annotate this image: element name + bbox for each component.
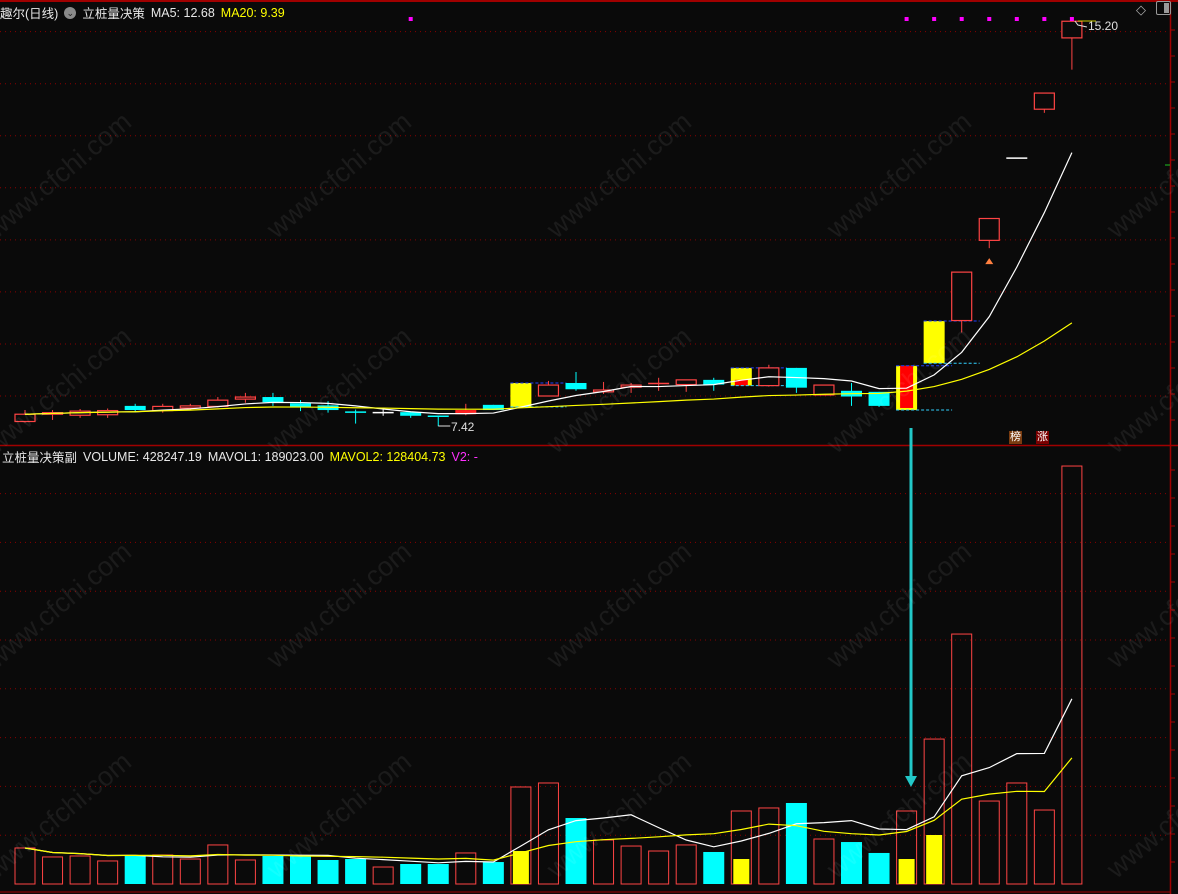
highlight-candle bbox=[510, 382, 532, 407]
candle-body bbox=[234, 396, 256, 400]
volume-highlight-bar bbox=[926, 835, 943, 884]
volume-bar bbox=[234, 859, 256, 885]
volume-bar bbox=[593, 839, 615, 885]
signal-dot bbox=[1014, 17, 1019, 21]
signal-dot bbox=[1042, 17, 1047, 21]
volume-bar bbox=[427, 863, 449, 884]
diamond-icon[interactable]: ◇ bbox=[1136, 2, 1146, 17]
volume-bar bbox=[372, 866, 394, 885]
candle-body bbox=[868, 391, 890, 406]
volume-bar bbox=[124, 855, 146, 884]
volume-bar bbox=[758, 807, 780, 885]
volume-bar bbox=[537, 782, 559, 885]
volume-bar bbox=[675, 844, 697, 885]
ma20-value: MA20: 9.39 bbox=[220, 5, 285, 20]
buy-triangle-marker bbox=[985, 258, 994, 265]
volume-bar bbox=[317, 859, 339, 884]
candle-body bbox=[675, 379, 697, 386]
volume-bar bbox=[978, 800, 1000, 885]
volume-bar bbox=[455, 852, 477, 885]
candle-body bbox=[455, 410, 477, 415]
stock-name: 趣尔(日线) bbox=[0, 7, 59, 21]
price-pane-header: 趣尔(日线) ⌄ 立桩量决策 MA5: 12.68 MA20: 9.39 bbox=[0, 3, 285, 22]
candle-body bbox=[565, 382, 587, 390]
volume-bar bbox=[400, 863, 422, 884]
volume-highlight-bar bbox=[733, 859, 750, 884]
volume-bar bbox=[951, 633, 973, 885]
volume-bar bbox=[14, 847, 36, 885]
candle-body bbox=[179, 405, 201, 409]
low-price-label: 7.42 bbox=[451, 420, 475, 434]
list-tag: 榜 bbox=[1009, 431, 1022, 444]
mavol1-line bbox=[24, 698, 1073, 864]
signal-dot bbox=[932, 17, 937, 21]
rise-tag: 涨 bbox=[1036, 431, 1049, 444]
v2-value: V2: - bbox=[451, 449, 478, 464]
volume-bar bbox=[345, 859, 367, 884]
high-pointer bbox=[1074, 20, 1088, 28]
signal-dot bbox=[987, 17, 992, 21]
signal-dot bbox=[904, 17, 909, 21]
ma20-line bbox=[24, 322, 1073, 415]
highlight-candle-core bbox=[900, 365, 914, 408]
mavol2-line bbox=[24, 757, 1073, 861]
volume-highlight-bar bbox=[512, 851, 529, 884]
volume-bar bbox=[42, 856, 64, 885]
candle-body bbox=[14, 413, 36, 423]
signal-dot bbox=[959, 17, 964, 21]
volume-pane-header: 立桩量决策副 VOLUME: 428247.19 MAVOL1: 189023.… bbox=[2, 447, 478, 466]
candle-body bbox=[951, 271, 973, 322]
volume-bar bbox=[152, 854, 174, 885]
candle-body bbox=[124, 405, 146, 411]
volume-bar bbox=[841, 842, 862, 884]
volume-highlight-bar bbox=[898, 859, 915, 884]
volume-bar bbox=[1006, 782, 1028, 885]
volume-bar bbox=[703, 851, 725, 884]
volume-bar bbox=[620, 845, 642, 885]
chevron-down-icon[interactable]: ⌄ bbox=[64, 6, 77, 19]
volume-indicator-name[interactable]: 立桩量决策副 bbox=[2, 451, 78, 465]
highlight-candle bbox=[923, 321, 945, 364]
candle-body bbox=[400, 412, 422, 416]
candle-body bbox=[703, 379, 725, 385]
candle-body bbox=[813, 384, 835, 396]
volume-bar bbox=[868, 852, 890, 884]
volume-bar bbox=[207, 844, 229, 885]
volume-bar bbox=[482, 862, 504, 884]
candle-body bbox=[537, 384, 560, 397]
volume-bar bbox=[69, 855, 91, 885]
volume-bar bbox=[1061, 465, 1083, 885]
indicator-name[interactable]: 立桩量决策 bbox=[82, 7, 145, 21]
candle-body bbox=[978, 217, 1000, 241]
high-price-label: 15.20 bbox=[1088, 19, 1119, 33]
candle-body bbox=[1033, 92, 1055, 110]
mavol2-value: MAVOL2: 128404.73 bbox=[329, 449, 446, 464]
candle-body bbox=[1061, 20, 1083, 39]
candle-body bbox=[290, 403, 311, 408]
signal-dot bbox=[408, 17, 413, 21]
panel-toggle-icon[interactable] bbox=[1156, 1, 1171, 15]
volume-bar bbox=[1033, 809, 1055, 885]
volume-bar bbox=[97, 860, 119, 885]
volume-value: VOLUME: 428247.19 bbox=[83, 449, 202, 464]
signal-dot bbox=[1069, 17, 1074, 21]
highlight-candle-core bbox=[734, 379, 748, 386]
ma5-line bbox=[24, 152, 1073, 415]
volume-bar bbox=[290, 855, 311, 884]
mavol1-value: MAVOL1: 189023.00 bbox=[207, 449, 324, 464]
ma5-value: MA5: 12.68 bbox=[150, 5, 215, 20]
volume-bar bbox=[648, 850, 670, 885]
volume-bar bbox=[179, 858, 201, 885]
signal-arrow-head bbox=[905, 776, 917, 787]
volume-bar bbox=[565, 818, 587, 884]
volume-bar bbox=[813, 838, 835, 885]
candle-body bbox=[482, 404, 504, 411]
candle-body bbox=[262, 397, 284, 403]
volume-bar bbox=[785, 802, 807, 884]
volume-bar bbox=[262, 855, 284, 884]
